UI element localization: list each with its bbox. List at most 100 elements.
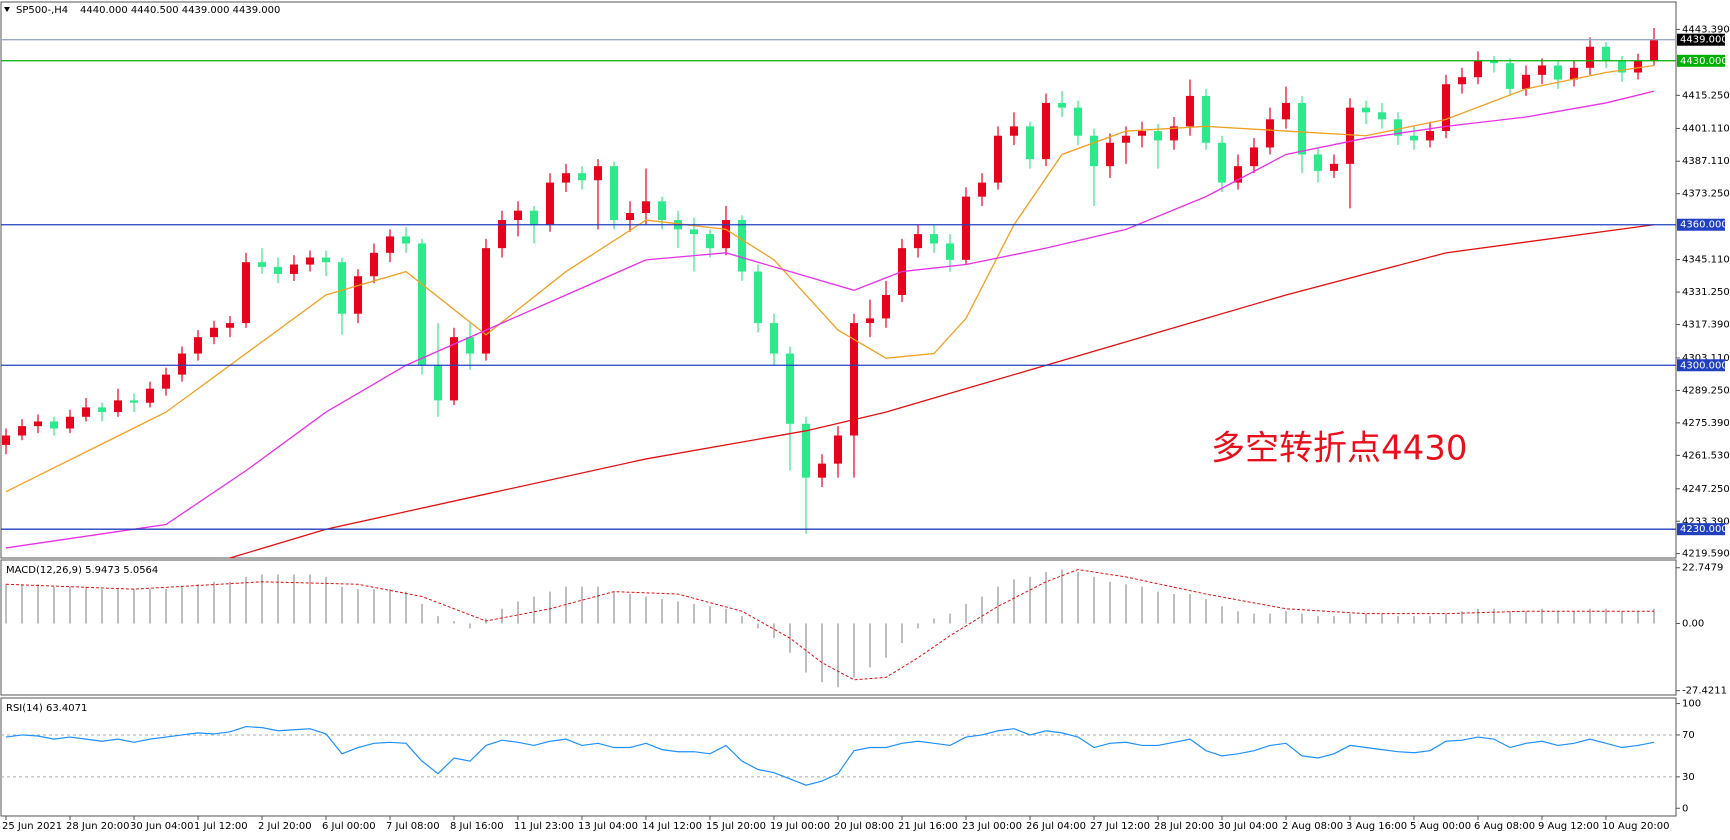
candle-body <box>1442 84 1450 132</box>
moving-average <box>229 224 1655 559</box>
y-tick-label: 4289.250 <box>1682 385 1730 396</box>
candle-body <box>1090 135 1098 167</box>
candle-body <box>1298 102 1306 155</box>
candle-body <box>1378 112 1386 120</box>
candle-body <box>482 248 490 354</box>
x-tick-label: 27 Jul 12:00 <box>1090 821 1150 832</box>
symbol-title: SP500-,H4 <box>16 5 68 16</box>
candle-body <box>626 213 634 221</box>
candle-body <box>930 234 938 244</box>
candle-body <box>1570 67 1578 80</box>
candle-body <box>274 266 282 274</box>
x-tick-label: 26 Jul 04:00 <box>1026 821 1086 832</box>
candle-body <box>226 323 234 328</box>
candle-body <box>642 201 650 214</box>
candle-body <box>146 388 154 403</box>
x-tick-label: 7 Jul 08:00 <box>386 821 440 832</box>
candle-body <box>1522 74 1530 89</box>
x-tick-label: 10 Aug 20:00 <box>1602 821 1669 832</box>
candle-body <box>1650 39 1658 61</box>
x-tick-label: 9 Aug 12:00 <box>1538 821 1599 832</box>
candle-body <box>114 400 122 413</box>
candle-body <box>1266 119 1274 148</box>
panel-frame <box>0 697 1677 817</box>
candle-body <box>770 323 778 354</box>
y-tick-label: 4303.110 <box>1682 353 1730 364</box>
candle-body <box>1618 60 1626 73</box>
candle-body <box>1410 135 1418 141</box>
level-badge <box>1677 33 1725 46</box>
candle-body <box>1458 77 1466 85</box>
level-badge <box>1677 523 1725 536</box>
candle-body <box>290 264 298 274</box>
x-tick-label: 15 Jul 20:00 <box>706 821 766 832</box>
candle-body <box>818 463 826 478</box>
y-tick-label: 4233.390 <box>1682 516 1730 527</box>
level-label: 4439.000 <box>1680 35 1728 46</box>
candle-body <box>1250 147 1258 167</box>
x-tick-label: 28 Jul 20:00 <box>1154 821 1214 832</box>
candle-body <box>706 234 714 249</box>
candle-body <box>322 257 330 263</box>
y-tick-label: 22.7479 <box>1682 563 1723 574</box>
candle-body <box>98 407 106 413</box>
y-tick-label: -27.4211 <box>1682 686 1727 697</box>
panel-title: RSI(14) 63.4071 <box>6 703 87 714</box>
candle-body <box>914 234 922 249</box>
candle-body <box>418 243 426 366</box>
y-tick-label: 4317.390 <box>1682 320 1730 331</box>
candle-body <box>1602 46 1610 61</box>
x-tick-label: 11 Jul 23:00 <box>514 821 574 832</box>
x-tick-label: 30 Jul 04:00 <box>1218 821 1278 832</box>
candle-body <box>354 276 362 314</box>
candle-body <box>1282 102 1290 120</box>
candle-body <box>738 220 746 272</box>
level-badge <box>1677 54 1725 67</box>
menu-arrow[interactable] <box>4 7 10 12</box>
candle-body <box>466 337 474 354</box>
candle-body <box>1490 60 1498 64</box>
x-tick-label: 3 Aug 16:00 <box>1346 821 1407 832</box>
candle-body <box>1058 102 1066 108</box>
candle-body <box>866 318 874 324</box>
candle-body <box>178 353 186 375</box>
candle-body <box>946 243 954 260</box>
candle-body <box>1394 119 1402 136</box>
candle-body <box>1634 60 1642 73</box>
candle-body <box>1170 126 1178 141</box>
y-tick-label: 4331.250 <box>1682 287 1730 298</box>
candle-body <box>130 400 138 403</box>
x-tick-label: 13 Jul 04:00 <box>578 821 638 832</box>
quote: 4440.000 4440.500 4439.000 4439.000 <box>80 5 280 16</box>
candle-body <box>834 435 842 464</box>
candle-body <box>1026 126 1034 160</box>
y-tick-label: 4261.530 <box>1682 450 1730 461</box>
candle-body <box>1234 166 1242 183</box>
x-tick-label: 28 Jun 20:00 <box>66 821 130 832</box>
candle-body <box>370 252 378 277</box>
y-tick-label: 4247.250 <box>1682 484 1730 495</box>
panel-frame <box>0 1 1677 559</box>
x-tick-label: 23 Jul 00:00 <box>962 821 1022 832</box>
y-tick-label: 100 <box>1682 699 1701 710</box>
y-tick-label: 4219.590 <box>1682 549 1730 560</box>
y-tick-label: 0.00 <box>1682 618 1704 629</box>
y-tick-label: 4373.250 <box>1682 189 1730 200</box>
candle-body <box>338 262 346 314</box>
candle-body <box>1010 126 1018 136</box>
panel-title: MACD(12,26,9) 5.9473 5.0564 <box>6 565 158 576</box>
y-tick-label: 4415.250 <box>1682 90 1730 101</box>
y-tick-label: 70 <box>1682 730 1695 741</box>
candle-body <box>1346 107 1354 164</box>
candle-body <box>210 327 218 338</box>
candle-body <box>1362 107 1370 113</box>
candle-body <box>1138 131 1146 136</box>
candle-body <box>514 210 522 221</box>
candle-body <box>530 210 538 225</box>
candle-body <box>850 323 858 436</box>
candle-body <box>258 262 266 267</box>
level-badge <box>1677 218 1725 231</box>
candle-body <box>450 337 458 401</box>
y-tick-label: 4345.110 <box>1682 255 1730 266</box>
candle-body <box>722 220 730 249</box>
